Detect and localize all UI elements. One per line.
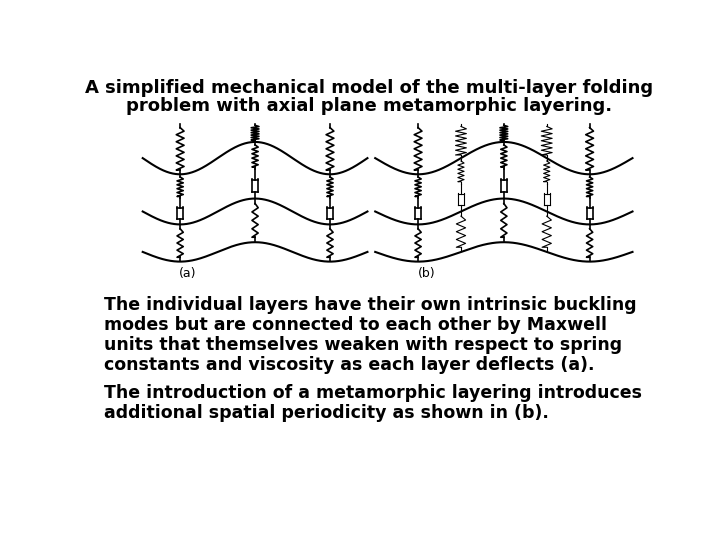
Text: problem with axial plane metamorphic layering.: problem with axial plane metamorphic lay… — [126, 97, 612, 115]
Text: modes but are connected to each other by Maxwell: modes but are connected to each other by… — [104, 316, 607, 334]
Text: (b): (b) — [418, 267, 436, 280]
Text: constants and viscosity as each layer deflects (a).: constants and viscosity as each layer de… — [104, 356, 595, 374]
Text: A simplified mechanical model of the multi-layer folding: A simplified mechanical model of the mul… — [85, 79, 653, 97]
Text: additional spatial periodicity as shown in (b).: additional spatial periodicity as shown … — [104, 404, 549, 422]
Text: (a): (a) — [179, 267, 197, 280]
Text: units that themselves weaken with respect to spring: units that themselves weaken with respec… — [104, 336, 622, 354]
Text: The individual layers have their own intrinsic buckling: The individual layers have their own int… — [104, 296, 636, 314]
Text: The introduction of a metamorphic layering introduces: The introduction of a metamorphic layeri… — [104, 384, 642, 402]
